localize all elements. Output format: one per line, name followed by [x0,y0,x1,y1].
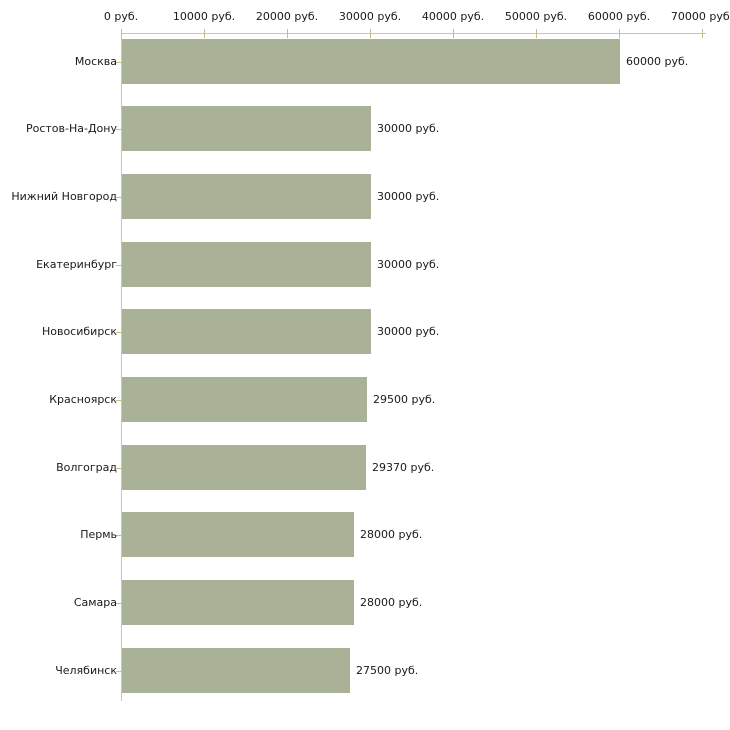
x-axis-tick [453,29,454,38]
category-tick [116,265,122,266]
bar [122,512,354,557]
category-tick [116,62,122,63]
bar [122,242,371,287]
x-axis-tick-label: 50000 руб. [504,10,568,23]
category-label: Нижний Новгород [11,190,117,203]
bar [122,309,371,354]
x-axis-tick [287,29,288,38]
category-label: Пермь [80,528,117,541]
value-label: 29500 руб. [373,393,436,406]
value-label: 28000 руб. [360,528,423,541]
category-label: Екатеринбург [36,258,117,271]
x-axis-tick-label: 60000 руб. [587,10,651,23]
category-tick [116,332,122,333]
category-tick [116,400,122,401]
value-label: 30000 руб. [377,325,440,338]
x-axis-tick-label: 10000 руб. [172,10,236,23]
category-label: Челябинск [55,664,117,677]
bar [122,39,620,84]
bar [122,580,354,625]
category-tick [116,129,122,130]
category-label: Ростов-На-Дону [25,122,117,135]
category-tick [116,671,122,672]
bar [122,106,371,151]
x-axis-tick [619,29,620,38]
bar [122,377,367,422]
x-axis-line [121,33,706,34]
category-label: Красноярск [49,393,117,406]
category-tick [116,603,122,604]
value-label: 30000 руб. [377,258,440,271]
category-label: Новосибирск [41,325,117,338]
bar [122,174,371,219]
x-axis-tick [370,29,371,38]
x-axis-tick-label: 0 руб. [103,10,139,23]
x-axis-tick-label: 20000 руб. [255,10,319,23]
category-label: Самара [73,596,117,609]
x-axis-tick-label: 70000 руб. [670,10,730,23]
bar [122,648,350,693]
value-label: 30000 руб. [377,122,440,135]
x-axis-tick [204,29,205,38]
value-label: 27500 руб. [356,664,419,677]
value-label: 28000 руб. [360,596,423,609]
category-label: Волгоград [56,461,117,474]
value-label: 29370 руб. [372,461,435,474]
value-label: 30000 руб. [377,190,440,203]
x-axis-tick-label: 40000 руб. [421,10,485,23]
x-axis-tick [536,29,537,38]
category-label: Москва [74,55,117,68]
x-axis-tick [702,29,703,38]
category-tick [116,468,122,469]
x-axis-tick [121,29,122,38]
y-axis-line [121,33,122,701]
value-label: 60000 руб. [626,55,689,68]
category-tick [116,535,122,536]
category-tick [116,197,122,198]
x-axis-tick-label: 30000 руб. [338,10,402,23]
bar [122,445,366,490]
